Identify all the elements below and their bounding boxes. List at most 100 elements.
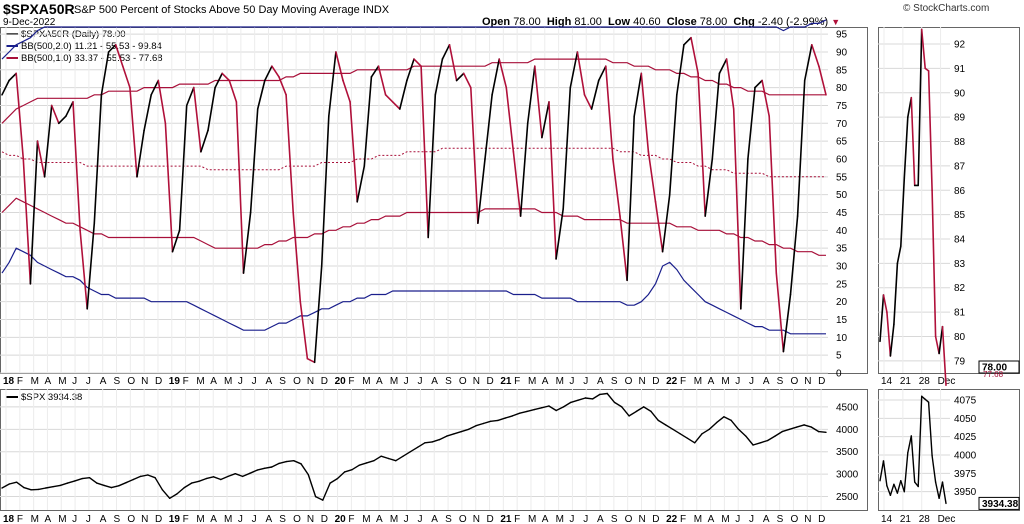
price-segment-0-15 xyxy=(100,51,110,96)
x-tick-label-1-16: M xyxy=(224,514,232,524)
price-segment-2-13 xyxy=(920,28,927,70)
price-segment-3-7 xyxy=(900,480,905,493)
bb2-upper-line xyxy=(1,19,827,60)
x-tick-label-1-11: D xyxy=(155,514,162,524)
price-segment-1-36 xyxy=(256,467,266,471)
x-tick-label-0-55: A xyxy=(763,376,770,387)
y-tick-label-2-6: 85 xyxy=(954,210,966,221)
price-segment-0-113 xyxy=(796,79,806,217)
x-tick-label-0-36: 21 xyxy=(500,376,512,387)
y-tick-label-0-3: 15 xyxy=(836,315,848,326)
price-segment-3-3 xyxy=(886,485,892,496)
low-label: Low xyxy=(608,16,631,28)
price-segment-1-42 xyxy=(300,463,309,476)
price-segment-0-62 xyxy=(434,58,444,96)
price-segment-0-45 xyxy=(313,265,323,364)
x-tick-label-0-56: S xyxy=(777,376,784,387)
y-tick-label-1-0: 2500 xyxy=(836,492,859,503)
price-segment-3-19 xyxy=(941,481,947,505)
price-segment-0-16 xyxy=(107,43,117,53)
price-segment-1-56 xyxy=(402,451,412,457)
price-segment-1-41 xyxy=(293,460,302,465)
open-value: 78.00 xyxy=(513,16,541,28)
x-tick-label-0-58: N xyxy=(804,376,811,387)
x-tick-label-1-30: J xyxy=(417,514,422,524)
price-segment-3-14 xyxy=(924,398,930,403)
x-tick-label-3-3: Dec xyxy=(938,514,956,524)
price-segment-0-6 xyxy=(36,140,46,178)
price-segment-0-110 xyxy=(775,272,785,353)
price-segment-1-37 xyxy=(263,466,273,469)
price-segment-1-64 xyxy=(460,428,470,433)
last-value-box-3 xyxy=(978,496,1020,510)
price-segment-1-113 xyxy=(818,430,827,433)
panel-frame-2 xyxy=(878,27,1020,374)
price-segment-1-51 xyxy=(365,460,375,464)
price-segment-0-33 xyxy=(228,79,238,103)
price-segment-1-81 xyxy=(584,397,594,400)
price-segment-1-12 xyxy=(81,477,91,480)
price-segment-1-69 xyxy=(497,417,506,422)
price-segment-0-41 xyxy=(285,94,295,214)
price-segment-0-22 xyxy=(150,79,160,96)
price-segment-0-79 xyxy=(555,208,565,260)
price-segment-1-49 xyxy=(351,464,360,471)
price-segment-3-6 xyxy=(896,480,902,494)
price-segment-0-57 xyxy=(398,79,408,110)
x-tick-label-1-15: A xyxy=(210,514,217,524)
symbol-title: $SPXA50R xyxy=(3,1,75,17)
price-segment-0-83 xyxy=(583,94,593,110)
price-segment-0-40 xyxy=(278,76,287,96)
x-tick-label-1-48: 22 xyxy=(666,514,678,524)
price-segment-0-112 xyxy=(789,215,799,296)
price-segment-0-13 xyxy=(86,222,96,310)
low-value: 40.60 xyxy=(633,16,661,28)
x-tick-label-1-31: A xyxy=(431,514,438,524)
price-segment-1-76 xyxy=(548,405,557,412)
stockcharts-logo[interactable]: © StockCharts.com xyxy=(903,3,990,14)
x-tick-label-1-20: S xyxy=(279,514,286,524)
price-segment-0-76 xyxy=(533,65,543,139)
y-tick-label-2-3: 82 xyxy=(954,283,966,294)
price-segment-1-110 xyxy=(796,424,805,428)
x-tick-label-1-53: J xyxy=(735,514,740,524)
price-segment-2-3 xyxy=(886,311,892,357)
bb2-lower-line xyxy=(1,247,826,335)
x-tick-label-1-27: A xyxy=(376,514,383,524)
price-segment-0-91 xyxy=(640,72,650,153)
price-segment-1-35 xyxy=(249,469,258,474)
price-segment-0-114 xyxy=(803,43,813,82)
price-segment-3-9 xyxy=(907,435,912,454)
price-segment-0-115 xyxy=(810,43,820,67)
legend-bb1-swatch xyxy=(6,57,18,60)
price-segment-1-8 xyxy=(52,484,61,488)
x-tick-label-0-50: M xyxy=(694,376,702,387)
x-tick-label-0-53: J xyxy=(735,376,740,387)
price-segment-1-17 xyxy=(117,482,127,487)
price-segment-1-84 xyxy=(606,392,616,404)
price-segment-0-81 xyxy=(569,51,579,89)
price-segment-0-37 xyxy=(256,79,266,110)
price-segment-1-95 xyxy=(686,437,696,444)
price-segment-0-58 xyxy=(406,58,415,82)
y-tick-label-0-15: 75 xyxy=(836,101,848,112)
price-segment-0-95 xyxy=(668,94,678,196)
price-segment-1-48 xyxy=(344,469,353,473)
price-segment-1-45 xyxy=(322,482,331,501)
high-value: 81.00 xyxy=(574,16,602,28)
price-segment-0-49 xyxy=(342,79,351,103)
price-segment-1-82 xyxy=(592,393,601,400)
price-segment-0-71 xyxy=(498,58,508,89)
x-tick-label-0-18: J xyxy=(252,376,257,387)
price-segment-1-7 xyxy=(45,486,54,489)
price-segment-1-65 xyxy=(468,425,477,430)
price-segment-0-39 xyxy=(271,65,280,78)
x-tick-label-0-28: M xyxy=(390,376,398,387)
price-segment-1-66 xyxy=(475,422,484,427)
price-segment-0-7 xyxy=(43,104,53,178)
x-tick-label-0-1: F xyxy=(17,376,23,387)
price-segment-2-17 xyxy=(934,335,940,355)
x-tick-label-0-37: F xyxy=(514,376,520,387)
price-segment-3-8 xyxy=(903,452,909,493)
price-segment-1-16 xyxy=(110,485,120,489)
